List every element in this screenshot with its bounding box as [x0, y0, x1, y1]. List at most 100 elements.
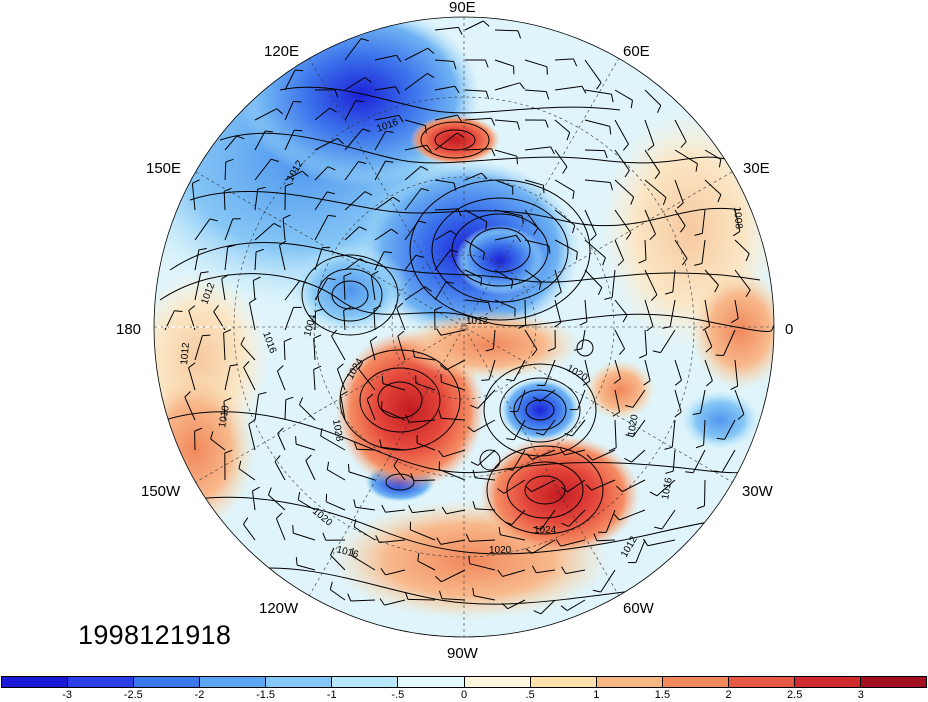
wind-barb-shaft	[344, 226, 360, 241]
wind-barb-shaft	[221, 278, 226, 301]
wind-barb-feather	[665, 470, 674, 474]
wind-barb-feather	[573, 58, 578, 67]
lon-label-180: 180	[116, 321, 141, 338]
wind-barb-feather	[243, 361, 250, 368]
wind-barb-shaft	[344, 258, 361, 271]
wind-barbs	[164, 20, 751, 615]
wind-barb-shaft	[344, 100, 357, 121]
wind-barb-shaft	[240, 343, 256, 361]
wind-barb-feather	[358, 161, 367, 164]
wind-barb-shaft	[284, 129, 295, 151]
wind-barb-shaft	[540, 599, 556, 615]
wind-barb-feather	[485, 221, 488, 230]
colorbar-tick-label: -1.5	[256, 689, 276, 701]
wind-barb-shaft	[492, 329, 496, 349]
wind-barb-feather	[498, 526, 501, 535]
wind-barb-shaft	[584, 179, 611, 183]
wind-barb-feather	[718, 159, 722, 168]
wind-barb-feather	[320, 428, 323, 437]
colorbar-tick-label: 0	[460, 689, 468, 701]
wind-barb-shaft	[224, 365, 231, 391]
wind-barb-shaft	[464, 239, 485, 253]
wind-barb-shaft	[704, 329, 713, 347]
wind-barb-feather	[630, 100, 633, 109]
wind-barb-shaft	[295, 443, 316, 451]
wind-barb-shaft	[464, 269, 482, 279]
wind-barb-feather	[364, 77, 372, 83]
wind-barb-shaft	[373, 308, 376, 331]
wind-barb-feather	[554, 291, 562, 298]
wind-barb-feather	[602, 257, 606, 266]
wind-barb-feather	[385, 130, 394, 133]
wind-barb-shaft	[441, 381, 466, 391]
wind-barb-feather	[516, 121, 520, 130]
wind-barb-feather	[456, 132, 465, 138]
wind-barb-shaft	[445, 359, 466, 371]
wind-barb-feather	[481, 379, 490, 381]
wind-barb-shaft	[393, 465, 406, 481]
wind-barb-shaft	[724, 419, 736, 440]
wind-barb-shaft	[674, 179, 684, 204]
wind-barb-feather	[274, 455, 281, 462]
wind-barb-shaft	[524, 239, 550, 247]
wind-barb-feather	[328, 214, 337, 217]
wind-barb-feather	[504, 468, 513, 471]
wind-barb-shaft	[440, 329, 466, 336]
wind-barb-shaft	[355, 506, 376, 511]
wind-barb-shaft	[660, 329, 676, 353]
wind-barb-shaft	[358, 368, 376, 391]
wind-barb-feather	[680, 141, 687, 148]
wind-barb-shaft	[494, 29, 519, 32]
wind-barb-feather	[481, 172, 488, 180]
wind-barb-feather	[613, 378, 621, 384]
wind-barb-feather	[227, 244, 236, 248]
wind-barb-shaft	[644, 179, 667, 198]
wind-barb-shaft	[434, 132, 458, 151]
wind-barb-shaft	[614, 209, 632, 234]
wind-barb-feather	[298, 397, 304, 405]
wind-barb-shaft	[441, 598, 466, 601]
wind-barb-feather	[472, 587, 475, 596]
wind-barb-feather	[533, 396, 541, 402]
wind-barb-shaft	[407, 598, 436, 601]
wind-barb-feather	[490, 117, 496, 126]
wind-barb-feather	[330, 547, 335, 556]
wind-barb-feather	[525, 485, 532, 493]
wind-barb-feather	[450, 249, 459, 253]
wind-barb-shaft	[494, 149, 517, 157]
wind-barb-shaft	[692, 449, 706, 473]
wind-barb-shaft	[223, 332, 226, 361]
wind-barb-shaft	[404, 220, 419, 241]
wind-barb-shaft	[524, 179, 544, 186]
wind-barb-shaft	[644, 209, 656, 235]
contour-label: 1024	[534, 525, 557, 536]
wind-barb-shaft	[543, 419, 556, 436]
wind-barb-feather	[654, 526, 663, 530]
wind-barb-feather	[359, 258, 368, 264]
colorbar	[1, 676, 927, 688]
wind-barb-feather	[586, 454, 593, 461]
wind-barb-shaft	[669, 299, 676, 327]
wind-barb-shaft	[723, 329, 736, 356]
wind-barb-shaft	[464, 148, 492, 151]
wind-barb-feather	[652, 350, 661, 354]
wind-barb-feather	[467, 426, 475, 433]
wind-barb-shaft	[414, 356, 436, 361]
wind-barb-shaft	[584, 209, 597, 235]
wind-barb-feather	[223, 329, 232, 334]
wind-barb-shaft	[384, 599, 406, 606]
wind-barb-shaft	[524, 59, 548, 68]
wind-barb-shaft	[210, 438, 226, 451]
wind-barb-shaft	[494, 234, 517, 241]
wind-barb-shaft	[320, 435, 346, 451]
wind-barb-feather	[184, 391, 191, 398]
wind-barb-shaft	[224, 247, 229, 271]
colorbar-tick-label: -.5	[391, 689, 405, 701]
wind-barb-feather	[373, 305, 382, 310]
wind-barb-shaft	[614, 419, 617, 448]
wind-barb-feather	[293, 101, 302, 103]
wind-barb-shaft	[404, 188, 422, 211]
wind-barb-shaft	[443, 449, 466, 458]
wind-barb-shaft	[274, 461, 286, 481]
wind-barb-shaft	[614, 389, 621, 413]
